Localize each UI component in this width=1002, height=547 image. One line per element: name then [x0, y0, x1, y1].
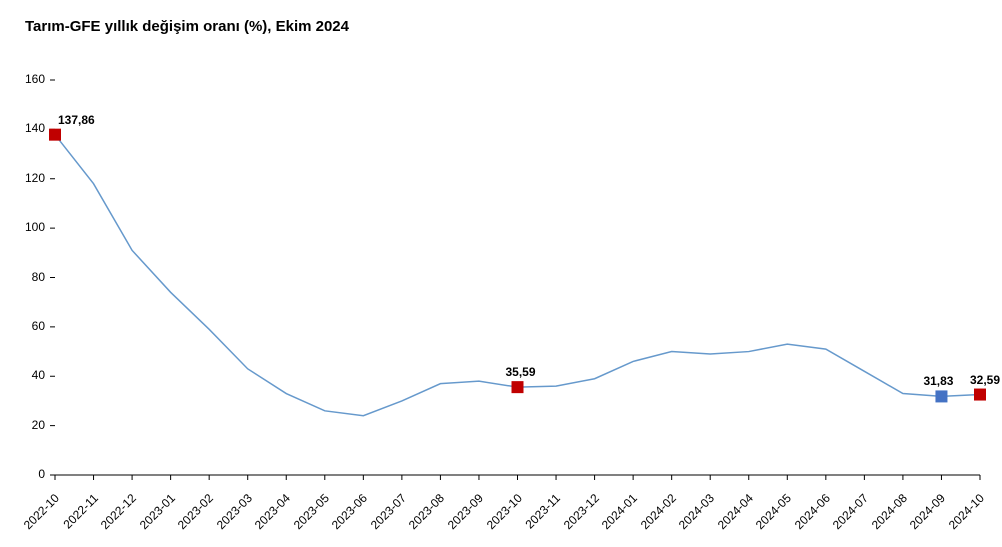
y-tick-label: 160 — [15, 72, 45, 86]
y-tick-label: 120 — [15, 171, 45, 185]
y-tick-label: 60 — [15, 319, 45, 333]
data-point-label: 137,86 — [58, 113, 95, 127]
data-point-label: 35,59 — [506, 365, 536, 379]
data-point-label: 32,59 — [970, 373, 1000, 387]
y-tick-label: 40 — [15, 368, 45, 382]
y-tick-label: 0 — [15, 467, 45, 481]
y-tick-label: 20 — [15, 418, 45, 432]
chart-svg — [0, 0, 1002, 547]
data-point-label: 31,83 — [923, 374, 953, 388]
y-tick-label: 140 — [15, 121, 45, 135]
y-tick-label: 100 — [15, 220, 45, 234]
y-tick-label: 80 — [15, 270, 45, 284]
chart-container: { "chart": { "type": "line", "title": "T… — [0, 0, 1002, 547]
